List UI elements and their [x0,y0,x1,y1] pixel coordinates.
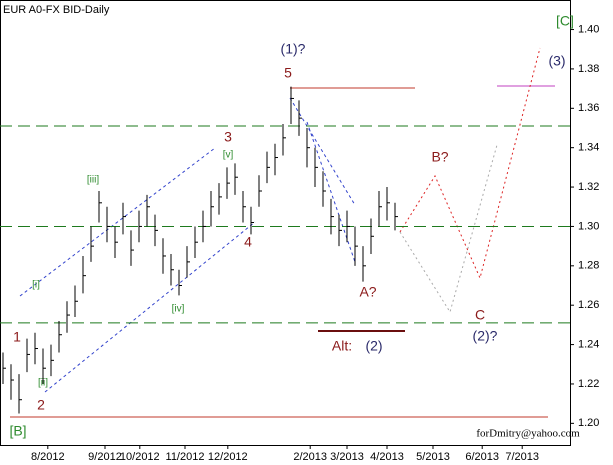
projection-line [399,144,498,314]
x-tick-label: 11/2012 [166,451,205,463]
channel-line [44,221,256,393]
x-tick-label: 9/2012 [88,451,122,463]
wave-label: 2 [37,397,45,413]
y-tick-label: 1.40 [578,23,599,35]
channel-line [289,97,356,206]
wave-label: [iv] [172,304,185,315]
y-tick-label: 1.28 [578,260,599,272]
wave-label: A? [359,284,376,300]
y-tick-label: 1.32 [578,181,599,193]
y-tick-label: 1.26 [578,299,599,311]
x-tick-label: 6/2013 [465,451,499,463]
wave-label: (1)? [281,41,306,57]
wave-label: B? [431,149,448,165]
y-tick-label: 1.24 [578,338,599,350]
wave-label: (3) [548,53,565,69]
x-tick-label: 4/2013 [370,451,404,463]
wave-label: (2) [365,338,382,354]
wave-label: [B] [9,423,26,439]
x-tick-label: 7/2013 [505,451,539,463]
channel-line [306,121,356,263]
wave-label: [C] [556,13,574,29]
wave-label: [iii] [87,175,99,186]
y-tick-label: 1.20 [578,417,599,429]
wave-label: C [475,307,485,323]
wave-label: (2)? [473,328,498,344]
y-tick-label: 1.36 [578,102,599,114]
y-tick-label: 1.22 [578,378,599,390]
wave-label: 3 [224,129,232,145]
x-tick-label: 5/2013 [416,451,450,463]
x-tick-label: 10/2012 [120,451,160,463]
wave-label: 1 [13,329,21,345]
y-tick-label: 1.30 [578,220,599,232]
channel-line [19,147,216,297]
x-tick-label: 8/2012 [31,451,65,463]
x-tick-label: 3/2013 [330,451,364,463]
y-tick-label: 1.34 [578,142,599,154]
x-tick-label: 2/2013 [293,451,327,463]
x-tick-label: 12/2012 [208,451,248,463]
wave-lines [10,47,555,418]
wave-label: Alt: [332,338,352,354]
projection-line [399,47,541,280]
plot-frame [0,0,571,446]
wave-label: [i] [32,280,40,291]
wave-label: [v] [223,150,234,161]
wave-label: 5 [284,65,292,81]
chart-title: EUR A0-FX BID-Daily [3,4,110,16]
y-tick-label: 1.38 [578,63,599,75]
wave-label: 4 [244,234,252,250]
watermark: forDmitry@yahoo.com [476,428,580,440]
